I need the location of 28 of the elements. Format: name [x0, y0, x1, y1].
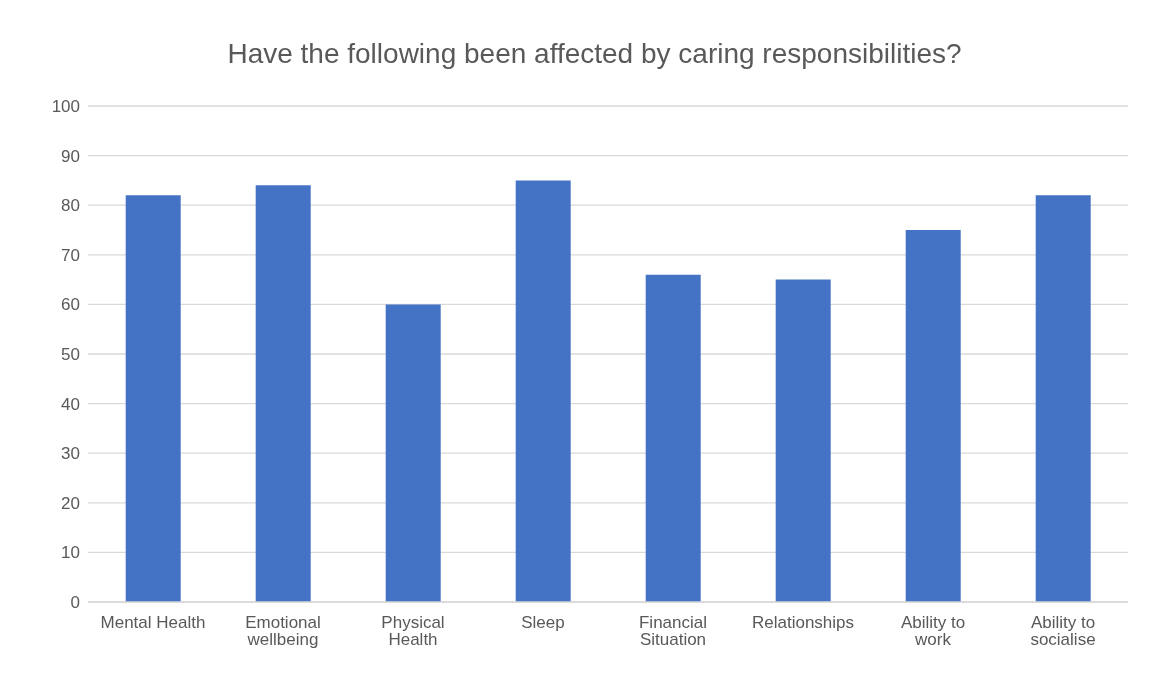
x-tick-label: Ability to socialise: [1030, 613, 1096, 650]
bar: [385, 304, 441, 602]
y-tick-label: 50: [61, 345, 80, 365]
x-tick-label: Ability to work: [900, 613, 966, 650]
x-tick-label: Physical Health: [381, 613, 445, 650]
x-tick-label: Emotional wellbeing: [245, 613, 321, 650]
x-tick-label: Financial Situation: [638, 613, 708, 650]
bar: [775, 279, 831, 602]
x-tick-label: Mental Health: [100, 613, 206, 633]
y-tick-label: 40: [61, 394, 80, 414]
y-tick-label: 0: [70, 593, 80, 613]
bar: [645, 274, 701, 602]
x-tick-label: Sleep: [521, 613, 565, 633]
y-tick-label: 20: [61, 493, 80, 513]
bar: [255, 185, 311, 602]
bar: [125, 195, 181, 602]
y-tick-label: 80: [61, 196, 80, 216]
bar: [1035, 195, 1091, 602]
x-tick-label: Relationships: [751, 613, 855, 633]
y-tick-label: 70: [61, 245, 80, 265]
y-tick-label: 60: [61, 295, 80, 315]
y-tick-label: 90: [61, 146, 80, 166]
bar: [905, 230, 961, 602]
chart-title: Have the following been affected by caring responsibilities?: [227, 38, 962, 69]
bar: [515, 180, 571, 602]
y-tick-label: 30: [61, 444, 80, 464]
y-tick-label: 100: [51, 97, 80, 117]
y-tick-label: 10: [61, 543, 80, 563]
